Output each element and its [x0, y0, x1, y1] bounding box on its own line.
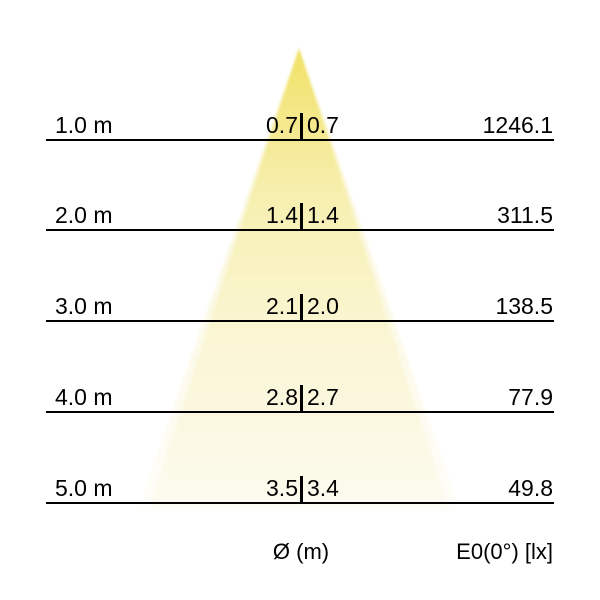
illuminance-value: 138.5 — [495, 293, 553, 319]
beam-diameter-c0: 0.7 — [266, 112, 298, 138]
illuminance-axis-label: E0(0°) [lx] — [456, 539, 553, 564]
center-tick — [300, 203, 303, 230]
distance-line — [46, 229, 554, 231]
distance-line — [46, 139, 554, 141]
illuminance-value: 311.5 — [497, 202, 553, 228]
center-tick — [300, 476, 303, 503]
distance-label: 3.0 m — [55, 293, 113, 319]
center-tick — [300, 113, 303, 140]
beam-diameter-c0: 1.4 — [266, 202, 298, 228]
illuminance-value: 77.9 — [508, 384, 553, 410]
illuminance-value: 49.8 — [508, 475, 553, 501]
beam-diameter-c90: 2.7 — [307, 384, 339, 410]
cone-inner-triangle — [147, 48, 451, 515]
illuminance-value: 1246.1 — [482, 112, 553, 138]
distance-label: 4.0 m — [55, 384, 113, 410]
beam-diameter-c0: 2.1 — [266, 293, 298, 319]
distance-label: 5.0 m — [55, 475, 113, 501]
beam-diameter-c0: 2.8 — [266, 384, 298, 410]
distance-line — [46, 502, 554, 504]
beam-diameter-c0: 3.5 — [266, 475, 298, 501]
distance-label: 1.0 m — [55, 112, 113, 138]
distance-label: 2.0 m — [55, 202, 113, 228]
distance-line — [46, 411, 554, 413]
distance-line — [46, 320, 554, 322]
diameter-axis-label: Ø (m) — [272, 539, 330, 564]
beam-diameter-c90: 2.0 — [307, 293, 339, 319]
center-tick — [300, 294, 303, 321]
beam-diameter-c90: 0.7 — [307, 112, 339, 138]
beam-diameter-c90: 3.4 — [307, 475, 339, 501]
beam-diameter-c90: 1.4 — [307, 202, 339, 228]
center-tick — [300, 385, 303, 412]
